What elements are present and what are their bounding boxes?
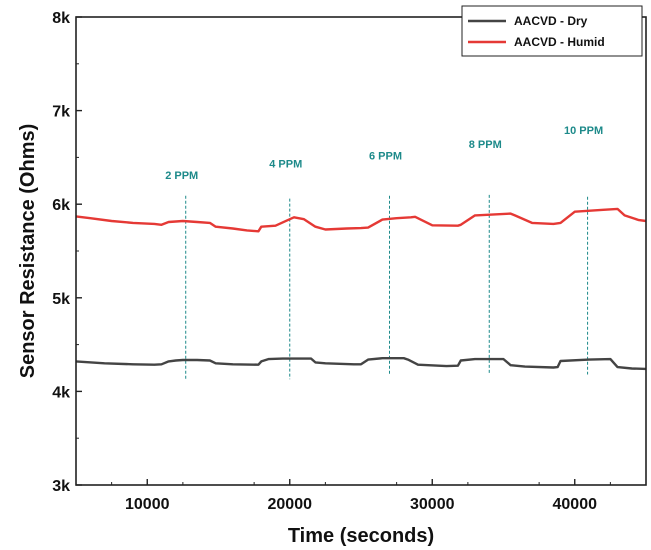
y-tick-label: 4k [52,384,70,401]
legend: AACVD - Dry AACVD - Humid [461,5,643,57]
ppm-annotation-label: 2 PPM [165,170,198,182]
y-axis-title: Sensor Resistance (Ohms) [17,124,39,379]
axes [75,16,647,486]
ppm-annotation-label: 6 PPM [369,150,402,162]
ppm-annotations: 2 PPM 4 PPM 6 PPM 8 PPM 10 PPM [165,125,603,182]
y-tick-label: 3k [52,478,70,495]
legend-label: AACVD - Humid [514,35,605,49]
ppm-annotation-label: 4 PPM [269,159,302,171]
ppm-annotation-label: 10 PPM [564,125,603,137]
y-tick-label: 7k [52,104,70,121]
x-tick-label: 10000 [125,496,170,513]
tick-labels: 10000 20000 30000 40000 3k 4k 5k 6k 7k 8k [52,10,597,513]
y-tick-label: 6k [52,197,70,214]
series-line-dry [75,357,647,371]
legend-box [461,5,643,57]
x-tick-label: 20000 [268,496,313,513]
series-lines [75,207,647,371]
y-tick-label: 8k [52,10,70,27]
x-axis-title: Time (seconds) [288,525,434,547]
plot-frame [75,16,647,486]
x-tick-label: 30000 [410,496,455,513]
legend-label: AACVD - Dry [514,14,588,28]
y-tick-label: 5k [52,291,70,308]
series-line-humid [75,207,647,233]
x-tick-label: 40000 [553,496,598,513]
ppm-marker-lines [185,194,589,381]
ppm-annotation-label: 8 PPM [469,139,502,151]
